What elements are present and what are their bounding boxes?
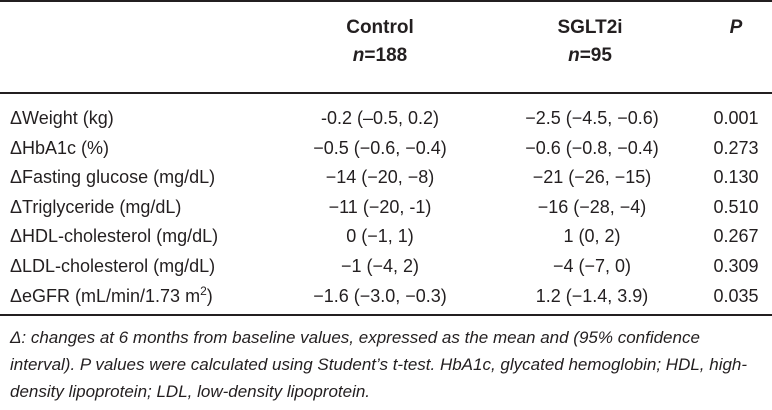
table-bottom-rule <box>0 314 772 316</box>
sglt2i-n: n=95 <box>510 42 670 70</box>
sglt2i-n-prefix: n <box>568 45 580 66</box>
p-value: 0.130 <box>713 167 759 188</box>
row-label: ΔeGFR (mL/min/1.73 m2) <box>10 282 213 312</box>
sglt2i-label: SGLT2i <box>557 17 623 38</box>
sglt2i-value: −2.5 (−4.5, −0.6) <box>525 108 659 128</box>
control-value: −1.6 (−3.0, −0.3) <box>313 285 447 306</box>
control-value: −14 (−20, −8) <box>325 167 435 188</box>
table-header-rule <box>0 92 772 94</box>
control-value: -0.2 (–0.5, 0.2) <box>320 108 440 128</box>
control-n-value: =188 <box>364 45 408 66</box>
p-value: 0.001 <box>713 108 759 128</box>
table-row-hba1c: ΔHbA1c (%) −0.5 (−0.6, −0.4) −0.6 (−0.8,… <box>0 134 772 164</box>
p-value: 0.267 <box>713 226 759 247</box>
row-label: ΔFasting glucose (mg/dL) <box>10 167 216 188</box>
column-header-sglt2i: SGLT2i n=95 <box>510 14 670 70</box>
row-label: ΔHbA1c (%) <box>10 137 110 158</box>
row-label-main: ΔeGFR (mL/min/1.73 m <box>10 285 201 306</box>
row-label-superscript: 2 <box>200 283 207 298</box>
table-row-egfr: ΔeGFR (mL/min/1.73 m2) −1.6 (−3.0, −0.3)… <box>0 282 772 312</box>
table-body: ΔWeight (kg) -0.2 (–0.5, 0.2) −2.5 (−4.5… <box>0 104 772 311</box>
control-n: n=188 <box>300 42 460 70</box>
table-row-hdl: ΔHDL-cholesterol (mg/dL) 0 (−1, 1) 1 (0,… <box>0 222 772 252</box>
row-label: ΔLDL-cholesterol (mg/dL) <box>10 255 216 276</box>
control-value: −11 (−20, -1) <box>328 196 432 217</box>
p-value: 0.510 <box>713 196 759 217</box>
sglt2i-n-value: =95 <box>579 45 612 66</box>
row-label: ΔWeight (kg) <box>10 108 114 128</box>
sglt2i-value: −21 (−26, −15) <box>532 167 652 188</box>
row-label: ΔTriglyceride (mg/dL) <box>10 196 182 217</box>
row-label: ΔHDL-cholesterol (mg/dL) <box>10 226 219 247</box>
control-n-prefix: n <box>352 45 365 66</box>
p-value: 0.309 <box>713 255 759 276</box>
table-row-ldl: ΔLDL-cholesterol (mg/dL) −1 (−4, 2) −4 (… <box>0 252 772 282</box>
row-label-end: ) <box>206 285 213 306</box>
footnote-text: Δ: changes at 6 months from baseline val… <box>10 328 748 401</box>
table-footnote: Δ: changes at 6 months from baseline val… <box>10 324 768 405</box>
control-value: −0.5 (−0.6, −0.4) <box>313 137 447 158</box>
column-header-p: P <box>729 17 743 38</box>
control-value: 0 (−1, 1) <box>346 226 414 247</box>
sglt2i-value: 1 (0, 2) <box>563 226 621 247</box>
sglt2i-value: −0.6 (−0.8, −0.4) <box>525 137 659 158</box>
table-row-fasting-glucose: ΔFasting glucose (mg/dL) −14 (−20, −8) −… <box>0 163 772 193</box>
table-top-rule <box>0 0 772 2</box>
sglt2i-value: −16 (−28, −4) <box>537 196 647 217</box>
column-header-control: Control n=188 <box>300 14 460 70</box>
p-value: 0.035 <box>713 285 759 306</box>
p-value: 0.273 <box>713 137 759 158</box>
control-value: −1 (−4, 2) <box>340 255 420 276</box>
sglt2i-value: 1.2 (−1.4, 3.9) <box>535 285 649 306</box>
control-label: Control <box>346 17 414 38</box>
sglt2i-value: −4 (−7, 0) <box>552 255 632 276</box>
table-row-weight: ΔWeight (kg) -0.2 (–0.5, 0.2) −2.5 (−4.5… <box>0 104 772 134</box>
table-row-triglyceride: ΔTriglyceride (mg/dL) −11 (−20, -1) −16 … <box>0 193 772 223</box>
